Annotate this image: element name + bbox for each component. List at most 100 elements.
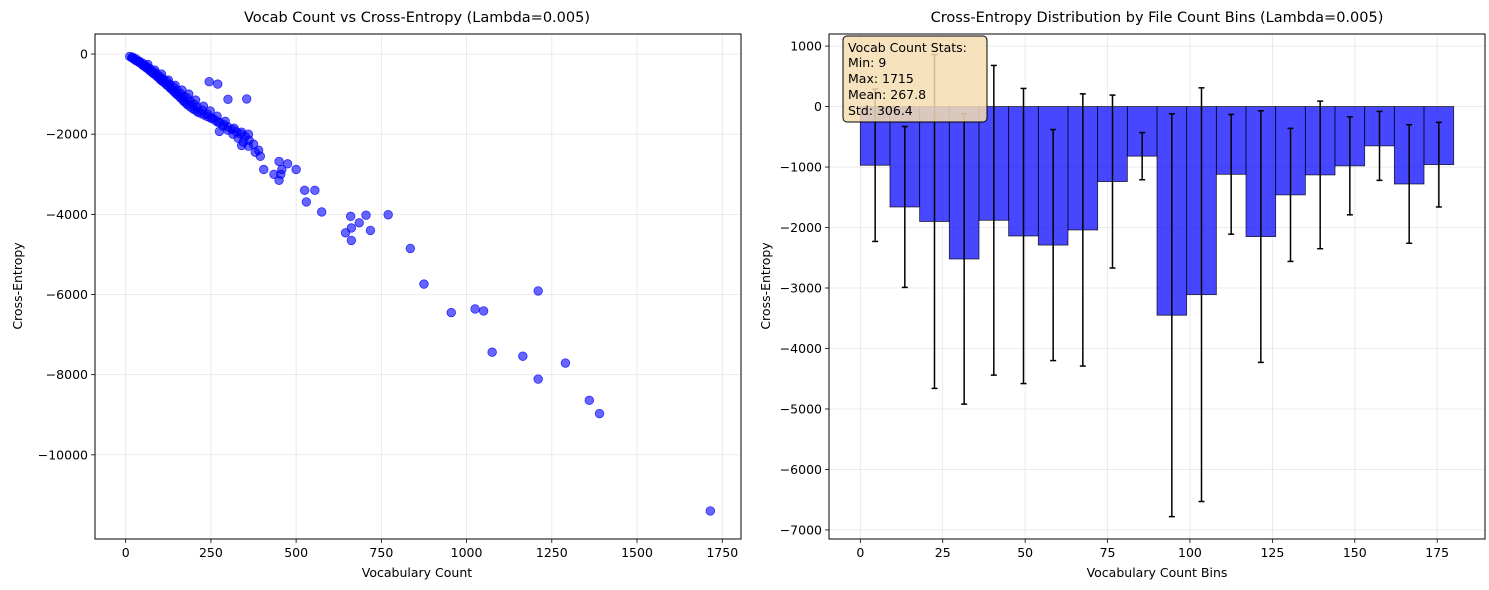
stats-line-4: Std: 306.4 [848, 103, 913, 118]
scatter-point [277, 164, 287, 175]
bar-y-tick-label: 1000 [790, 39, 822, 54]
bar-x-tick-label: 25 [935, 545, 951, 560]
bar-chart: Cross-Entropy Distribution by File Count… [758, 10, 1486, 580]
scatter-point [518, 351, 528, 361]
scatter-point [533, 374, 543, 384]
bar-error-bars [872, 53, 1442, 518]
scatter-point [220, 116, 230, 127]
scatter-point [533, 286, 543, 296]
scatter-y-tick-label: −10000 [38, 447, 88, 462]
scatter-point [584, 395, 595, 406]
bar-x-tick-label: 75 [1100, 545, 1116, 560]
bar-y-tick-label: −5000 [780, 401, 822, 416]
bar-x-tick-label: 100 [1178, 545, 1202, 560]
scatter-point [143, 59, 153, 70]
stats-line-0: Vocab Count Stats: [848, 40, 967, 55]
bar-y-tick-label: −3000 [780, 281, 822, 296]
scatter-y-tick-label: −4000 [46, 207, 88, 222]
scatter-point [198, 101, 209, 111]
stats-line-2: Max: 1715 [848, 71, 914, 86]
scatter-point [163, 75, 173, 85]
scatter-x-tick-label: 1250 [536, 545, 568, 560]
bar-x-tick-label: 50 [1017, 545, 1033, 560]
scatter-point [383, 210, 393, 220]
scatter-point [361, 210, 371, 220]
scatter-x-tick-label: 0 [122, 545, 130, 560]
bar-x-label: Vocabulary Count Bins [1087, 565, 1228, 580]
bar-y-tick-label: −7000 [780, 522, 822, 537]
scatter-point [184, 89, 194, 99]
scatter-point [299, 185, 310, 196]
scatter-point [177, 85, 187, 95]
scatter-point [487, 347, 497, 357]
scatter-point [274, 175, 284, 185]
scatter-x-label: Vocabulary Count [362, 565, 472, 580]
bar-plot-area [828, 33, 1486, 540]
scatter-point [291, 164, 301, 175]
scatter-point [282, 159, 293, 169]
scatter-point [214, 126, 225, 137]
scatter-point [560, 358, 571, 368]
scatter-title: Vocab Count vs Cross-Entropy (Lambda=0.0… [244, 10, 590, 26]
scatter-x-tick-label: 750 [369, 545, 393, 560]
scatter-point [346, 235, 357, 246]
scatter-point [345, 211, 356, 222]
scatter-x-ticks: 0 250 500 750 1000 1250 1500 1750 [122, 539, 738, 560]
scatter-y-label: Cross-Entropy [10, 242, 25, 330]
scatter-point [405, 243, 416, 254]
scatter-point [213, 79, 223, 89]
bar-bars [859, 106, 1455, 316]
bar-x-tick-label: 150 [1343, 545, 1367, 560]
scatter-chart: Vocab Count vs Cross-Entropy (Lambda=0.0… [10, 10, 742, 580]
scatter-point [156, 69, 167, 79]
scatter-plot-area [94, 33, 742, 540]
scatter-point [354, 218, 364, 228]
scatter-point [594, 408, 605, 419]
scatter-point [446, 307, 456, 318]
scatter-point [149, 65, 160, 75]
scatter-y-tick-label: −8000 [46, 367, 88, 382]
scatter-x-tick-label: 1000 [451, 545, 483, 560]
scatter-point [365, 225, 376, 236]
scatter-point [274, 156, 284, 167]
scatter-point [205, 106, 215, 116]
bar-x-tick-label: 175 [1425, 545, 1449, 560]
scatter-point [346, 223, 357, 233]
bar-x-tick-label: 125 [1260, 545, 1284, 560]
bar-y-tick-label: −4000 [780, 341, 822, 356]
scatter-x-tick-label: 250 [199, 545, 223, 560]
scatter-point [470, 304, 480, 314]
scatter-point [212, 111, 222, 121]
scatter-points [125, 51, 716, 516]
stats-box: Vocab Count Stats: Min: 9 Max: 1715 Mean… [842, 35, 988, 123]
scatter-point [229, 123, 239, 133]
scatter-point [259, 164, 269, 175]
scatter-y-tick-label: 0 [80, 47, 88, 62]
scatter-point [170, 80, 180, 91]
scatter-point [255, 151, 266, 161]
scatter-point [223, 94, 233, 105]
bar-y-ticks: 1000 0 −1000 −2000 −3000 −4000 −5000 −6000 −7000 [780, 39, 829, 537]
scatter-point [419, 279, 429, 289]
scatter-x-tick-label: 500 [284, 545, 308, 560]
scatter-point [705, 506, 716, 516]
scatter-point [310, 185, 320, 196]
scatter-x-tick-label: 1750 [706, 545, 738, 560]
scatter-point [204, 76, 214, 87]
bar-y-tick-label: −2000 [780, 220, 822, 235]
scatter-y-tick-label: −6000 [46, 287, 88, 302]
stats-line-3: Mean: 267.8 [848, 87, 926, 102]
bar-y-tick-label: 0 [814, 99, 822, 114]
bar-title: Cross-Entropy Distribution by File Count… [931, 10, 1384, 26]
scatter-point [301, 197, 312, 207]
bar-y-label: Cross-Entropy [758, 242, 773, 330]
scatter-point [316, 207, 327, 217]
scatter-point [478, 306, 489, 316]
bar-y-tick-label: −6000 [780, 462, 822, 477]
scatter-point [190, 95, 201, 105]
stats-box-background [842, 35, 988, 123]
scatter-y-tick-label: −2000 [46, 127, 88, 142]
scatter-x-tick-label: 1500 [621, 545, 653, 560]
scatter-point [236, 140, 247, 151]
